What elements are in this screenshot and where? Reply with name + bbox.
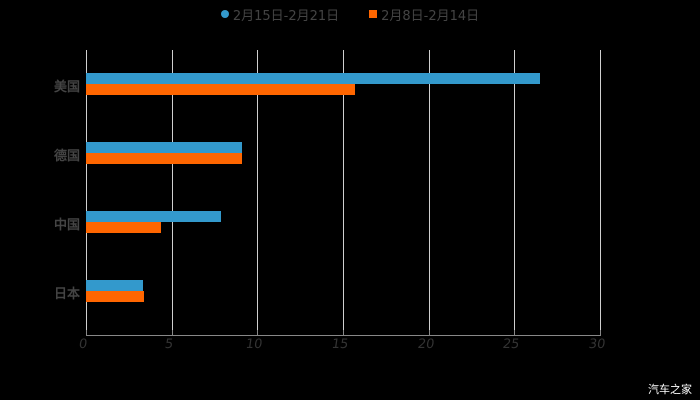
legend-label: 2月8日-2月14日 [381, 8, 480, 24]
x-tick-label: 0 [77, 337, 89, 352]
category-label: 美国 [53, 80, 80, 95]
bar-series-1[interactable] [86, 142, 242, 153]
legend-item-series-1[interactable]: 2月15日-2月21日 [220, 5, 340, 24]
x-tick-label: 5 [163, 337, 174, 352]
x-tick-label: 20 [416, 337, 435, 352]
x-tick [171, 330, 173, 336]
category-label: 日本 [53, 287, 80, 302]
bar-series-2[interactable] [86, 291, 145, 302]
legend-label: 2月15日-2月21日 [232, 8, 340, 24]
gridline [514, 50, 516, 336]
category-label: 德国 [53, 149, 80, 164]
x-tick-label: 15 [330, 337, 350, 352]
x-tick [600, 330, 601, 336]
x-tick [514, 330, 516, 336]
chart-legend: 2月15日-2月21日 2月8日-2月14日 [0, 4, 700, 24]
bar-series-2[interactable] [86, 84, 355, 95]
circle-marker-icon [220, 10, 229, 18]
bar-series-1[interactable] [86, 280, 143, 291]
x-tick [343, 330, 344, 336]
gridline [86, 50, 87, 336]
x-tick [428, 330, 430, 336]
plot-area [86, 50, 601, 336]
x-tick-label: 10 [245, 337, 264, 352]
gridline [428, 50, 430, 336]
bar-series-1[interactable] [86, 73, 541, 84]
x-tick [257, 330, 259, 336]
gridline [600, 50, 601, 336]
gridline [343, 50, 344, 336]
x-tick-label: 30 [587, 337, 607, 352]
bar-series-2[interactable] [86, 153, 242, 164]
x-tick [86, 330, 87, 336]
gridline [171, 50, 173, 336]
watermark: 汽车之家 [648, 383, 692, 396]
bar-series-1[interactable] [86, 211, 222, 222]
square-marker-icon [369, 10, 378, 18]
x-tick-label: 25 [502, 337, 521, 352]
bar-series-2[interactable] [86, 222, 162, 233]
category-label: 中国 [53, 218, 80, 233]
legend-item-series-2[interactable]: 2月8日-2月14日 [369, 5, 479, 24]
gridline [257, 50, 259, 336]
